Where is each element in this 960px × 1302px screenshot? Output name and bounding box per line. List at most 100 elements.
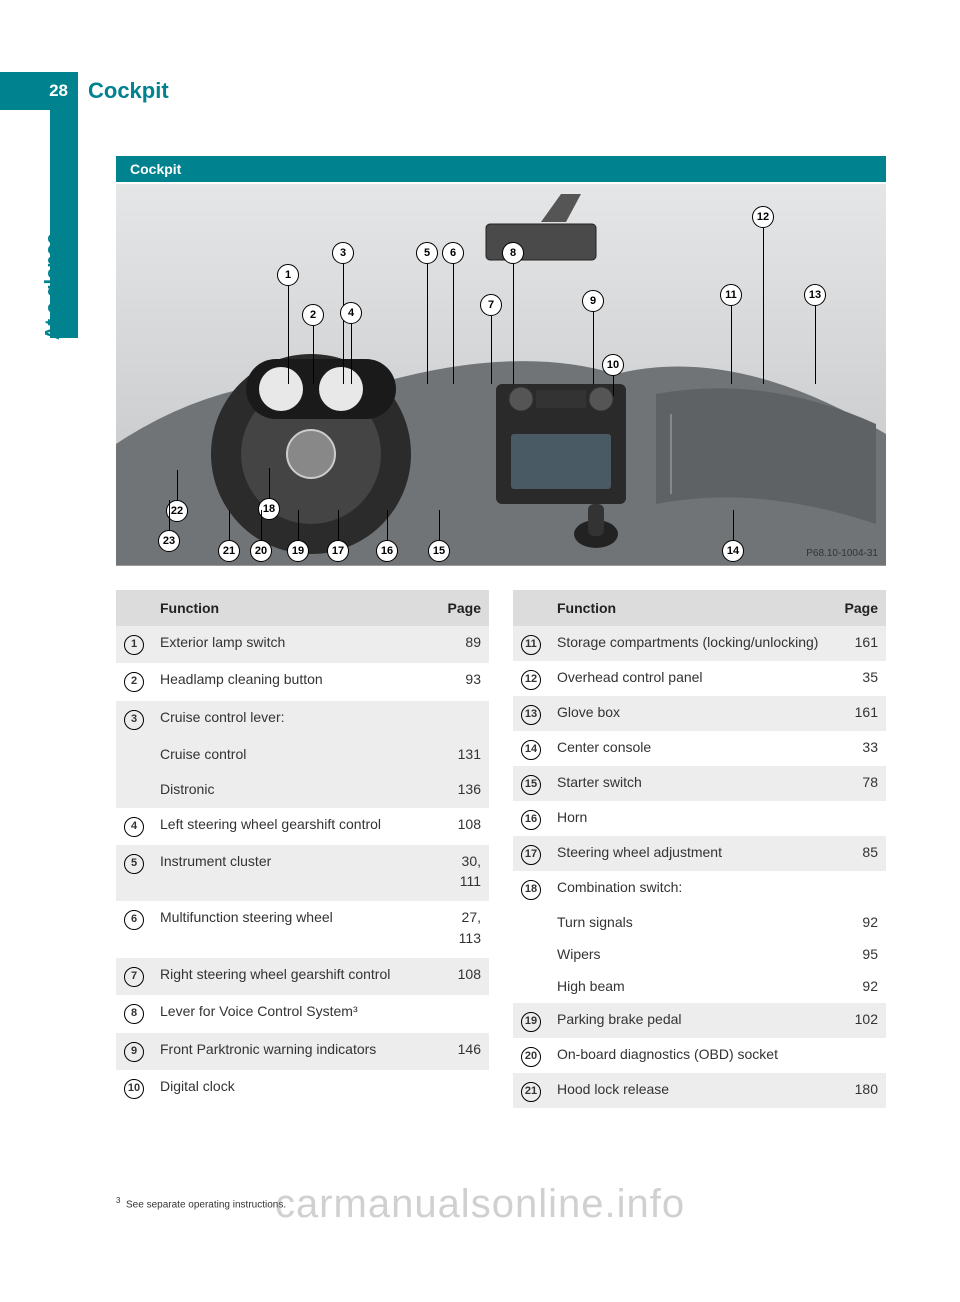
leader-11 <box>731 306 732 384</box>
callout-8: 8 <box>502 242 524 264</box>
leader-8 <box>513 264 514 384</box>
header-blank <box>513 590 549 626</box>
table-row: 10Digital clock <box>116 1070 489 1108</box>
row-marker: 3 <box>116 701 152 738</box>
row-function: Left steering wheel gearshift control <box>152 808 437 845</box>
circled-number: 5 <box>124 854 144 874</box>
row-page: 89 <box>437 626 489 663</box>
table-row: 6Multifunction steering wheel27, 113 <box>116 901 489 957</box>
callout-13: 13 <box>804 284 826 306</box>
callout-1: 1 <box>277 264 299 286</box>
row-function: Parking brake pedal <box>549 1003 834 1038</box>
row-marker: 14 <box>513 731 549 766</box>
row-page <box>437 995 489 1032</box>
circled-number: 16 <box>521 810 541 830</box>
leader-18 <box>269 468 270 498</box>
cockpit-svg <box>116 184 886 566</box>
page: 28 Cockpit At a glance Cockpit <box>0 0 960 1302</box>
row-page: 108 <box>437 808 489 845</box>
row-function: Digital clock <box>152 1070 437 1108</box>
table-row: 15Starter switch78 <box>513 766 886 801</box>
row-function: Wipers <box>549 938 834 970</box>
callout-9: 9 <box>582 290 604 312</box>
right-table-body: 11Storage compartments (locking/unlockin… <box>513 626 886 1108</box>
tables-container: Function Page 1Exterior lamp switch892He… <box>116 590 886 1108</box>
left-table: Function Page 1Exterior lamp switch892He… <box>116 590 489 1108</box>
header-page: Page <box>437 590 489 626</box>
table-row: 5Instrument cluster30, 111 <box>116 845 489 901</box>
page-number-tab: 28 <box>0 72 78 110</box>
row-page: 78 <box>834 766 886 801</box>
table-row: 19 Parking brake pedal102 <box>513 1003 886 1038</box>
callout-5: 5 <box>416 242 438 264</box>
leader-9 <box>593 312 594 384</box>
row-marker: 15 <box>513 766 549 801</box>
row-marker: 17 <box>513 836 549 871</box>
row-marker: 6 <box>116 901 152 957</box>
row-marker: 18 <box>513 871 549 906</box>
leader-22 <box>177 470 178 500</box>
row-marker <box>116 738 152 773</box>
callout-11: 11 <box>720 284 742 306</box>
circled-number: 11 <box>521 635 541 655</box>
table-row: 7Right steering wheel gearshift control1… <box>116 958 489 995</box>
footnote-marker: 3 <box>116 1196 120 1205</box>
row-function: Center console <box>549 731 834 766</box>
callout-19: 19 <box>287 540 309 562</box>
table-row: 9Front Parktronic warning indicators146 <box>116 1033 489 1070</box>
callout-14: 14 <box>722 540 744 562</box>
row-marker: 13 <box>513 696 549 731</box>
row-function: Cruise control <box>152 738 437 773</box>
leader-14 <box>733 510 734 540</box>
row-marker: 1 <box>116 626 152 663</box>
row-page: 146 <box>437 1033 489 1070</box>
section-bar: Cockpit <box>116 156 886 182</box>
row-marker <box>513 938 549 970</box>
row-marker <box>513 906 549 938</box>
leader-15 <box>439 510 440 540</box>
row-marker: 21 <box>513 1073 549 1108</box>
row-function: Horn <box>549 801 834 836</box>
row-page: 108 <box>437 958 489 995</box>
row-page: 30, 111 <box>437 845 489 901</box>
section-title: Cockpit <box>130 161 181 177</box>
table-row: 8Lever for Voice Control System³ <box>116 995 489 1032</box>
row-marker: 2 <box>116 663 152 700</box>
circled-number: 9 <box>124 1042 144 1062</box>
row-page <box>834 801 886 836</box>
circled-number: 2 <box>124 672 144 692</box>
table-row: 14Center console33 <box>513 731 886 766</box>
leader-16 <box>387 510 388 540</box>
table-row: Cruise control131 <box>116 738 489 773</box>
row-function: High beam <box>549 970 834 1002</box>
leader-5 <box>427 264 428 384</box>
callout-16: 16 <box>376 540 398 562</box>
leader-19 <box>298 510 299 540</box>
table-row: Wipers95 <box>513 938 886 970</box>
callout-10: 10 <box>602 354 624 376</box>
table-row: High beam92 <box>513 970 886 1002</box>
circled-number: 13 <box>521 705 541 725</box>
circled-number: 6 <box>124 910 144 930</box>
leader-23 <box>169 500 170 530</box>
leader-21 <box>229 510 230 540</box>
side-label: At a glance <box>42 233 65 340</box>
table-header-row: Function Page <box>513 590 886 626</box>
callout-3: 3 <box>332 242 354 264</box>
circled-number: 19 <box>521 1012 541 1032</box>
callout-21: 21 <box>218 540 240 562</box>
table-row: 11Storage compartments (locking/unlockin… <box>513 626 886 661</box>
table-row: 20On-board diagnostics (OBD) socket <box>513 1038 886 1073</box>
row-page: 161 <box>834 626 886 661</box>
row-page <box>437 1070 489 1108</box>
table-row: Turn signals92 <box>513 906 886 938</box>
row-page: 102 <box>834 1003 886 1038</box>
row-page: 131 <box>437 738 489 773</box>
row-function: Starter switch <box>549 766 834 801</box>
row-marker: 5 <box>116 845 152 901</box>
row-marker: 19 <box>513 1003 549 1038</box>
circled-number: 7 <box>124 967 144 987</box>
table-row: 1Exterior lamp switch89 <box>116 626 489 663</box>
cockpit-diagram: 1234567891011121314151617181920212223 P6… <box>116 184 886 566</box>
leader-12 <box>763 228 764 384</box>
